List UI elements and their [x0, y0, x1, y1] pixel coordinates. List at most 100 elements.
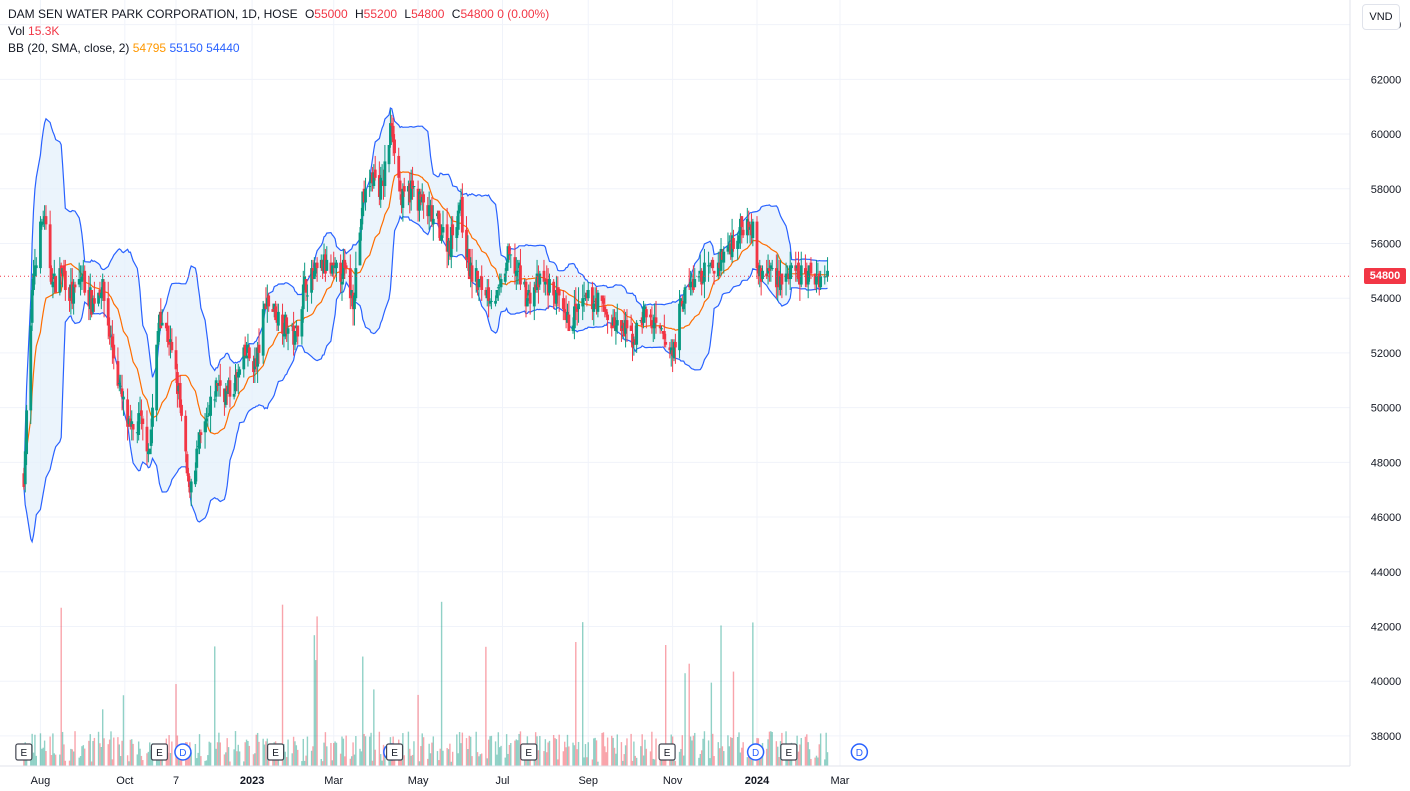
- candle: [39, 216, 42, 274]
- high-label: H: [355, 7, 364, 21]
- volume-bar: [591, 759, 594, 766]
- earnings-icon[interactable]: [15, 743, 33, 761]
- time-tick-label: Jul: [495, 775, 509, 787]
- earnings-marker[interactable]: E: [780, 743, 798, 761]
- candle: [614, 311, 618, 345]
- candle: [343, 248, 347, 280]
- candle-body: [358, 232, 362, 266]
- earnings-icon[interactable]: [780, 743, 798, 761]
- volume-bar: [456, 734, 458, 766]
- earnings-icon[interactable]: [658, 743, 676, 761]
- candle-body: [120, 388, 124, 397]
- candle-body: [189, 481, 193, 493]
- candle-body: [737, 235, 741, 244]
- candle-body: [243, 344, 247, 356]
- candle: [567, 300, 571, 332]
- volume-bar: [245, 739, 248, 766]
- candle-body: [261, 309, 265, 356]
- earnings-icon[interactable]: [150, 743, 169, 761]
- candle-body: [184, 415, 188, 452]
- volume-bar: [142, 760, 144, 766]
- candle-body: [815, 276, 818, 285]
- candle-body: [32, 273, 35, 290]
- volume-bar: [731, 737, 733, 766]
- earnings-marker[interactable]: E: [658, 743, 676, 761]
- candle-body: [126, 399, 129, 427]
- volume-bar: [297, 749, 299, 766]
- bb-row: BB (20, SMA, close, 2) 54795 55150 54440: [8, 40, 549, 57]
- dividend-icon[interactable]: [850, 743, 869, 761]
- dividend-icon[interactable]: [174, 743, 192, 761]
- low-label: L: [404, 7, 412, 21]
- volume-bar: [360, 751, 363, 766]
- dividend-icon[interactable]: [746, 743, 765, 761]
- earnings-marker[interactable]: E: [15, 743, 33, 761]
- earnings-marker[interactable]: E: [150, 743, 169, 761]
- candle-body: [80, 276, 84, 282]
- volume-bar: [738, 732, 740, 766]
- volume-bar: [34, 734, 36, 766]
- volume-bar: [611, 735, 613, 766]
- volume-bar: [825, 732, 827, 766]
- volume-bar: [169, 753, 172, 766]
- volume-bar: [727, 735, 729, 766]
- candle: [306, 284, 309, 312]
- volume-bar: [624, 745, 627, 766]
- volume-bar: [555, 739, 558, 766]
- dividend-marker[interactable]: D: [174, 743, 192, 761]
- candle-body: [23, 451, 27, 485]
- volume-bar: [688, 663, 690, 766]
- candle-body: [174, 350, 178, 370]
- dividend-marker[interactable]: D: [746, 743, 765, 761]
- candle-body: [245, 355, 248, 359]
- volume-bar: [633, 741, 635, 766]
- earnings-icon[interactable]: [267, 743, 285, 761]
- candle-body: [649, 314, 652, 318]
- volume-bar: [481, 753, 483, 766]
- price-tick-label: 38000: [1371, 731, 1402, 743]
- volume-bar: [312, 746, 314, 766]
- candle-body: [286, 328, 290, 334]
- dividend-marker[interactable]: D: [850, 743, 869, 761]
- earnings-icon[interactable]: [385, 743, 404, 761]
- candle-body: [631, 333, 634, 348]
- earnings-marker[interactable]: E: [520, 743, 538, 761]
- volume-bar: [568, 746, 570, 766]
- time-axis[interactable]: Aug Oct 7 2023 Mar May Jul Sep Nov 2024 Mar: [31, 775, 850, 787]
- candle: [496, 284, 500, 301]
- candle: [247, 344, 251, 362]
- volume-bar: [775, 741, 778, 766]
- price-tick-label: 48000: [1371, 457, 1402, 469]
- candle: [358, 227, 362, 266]
- candle-body: [159, 311, 163, 329]
- volume-bar: [723, 751, 725, 766]
- candle-body: [581, 298, 585, 307]
- volume-bar: [263, 744, 266, 766]
- volume-bar: [797, 751, 800, 766]
- candle-body: [701, 281, 705, 283]
- volume-bar: [824, 759, 826, 766]
- volume-bar: [418, 761, 421, 766]
- volume-bar: [262, 738, 264, 766]
- volume-bar: [778, 757, 780, 766]
- earnings-icon[interactable]: [520, 743, 538, 761]
- earnings-marker[interactable]: E: [267, 743, 285, 761]
- candle-body: [193, 470, 197, 485]
- volume-bar: [732, 671, 735, 766]
- price-axis[interactable]: 6400062000600005800056000540005200050000…: [0, 0, 1402, 767]
- candle-body: [242, 347, 246, 370]
- open-label: O: [304, 7, 315, 21]
- currency-button[interactable]: VND: [1362, 4, 1400, 30]
- earnings-marker[interactable]: E: [385, 743, 404, 761]
- volume-bar: [68, 760, 71, 766]
- volume-bar: [161, 755, 163, 766]
- volume-bar: [739, 752, 742, 766]
- volume-bar: [432, 736, 435, 766]
- candle-body: [703, 262, 706, 282]
- volume-bar: [35, 755, 37, 766]
- volume-bar: [471, 756, 473, 766]
- volume-bar: [209, 742, 212, 766]
- candle: [495, 289, 499, 301]
- event-markers[interactable]: EEDEDEEEDED: [15, 743, 869, 761]
